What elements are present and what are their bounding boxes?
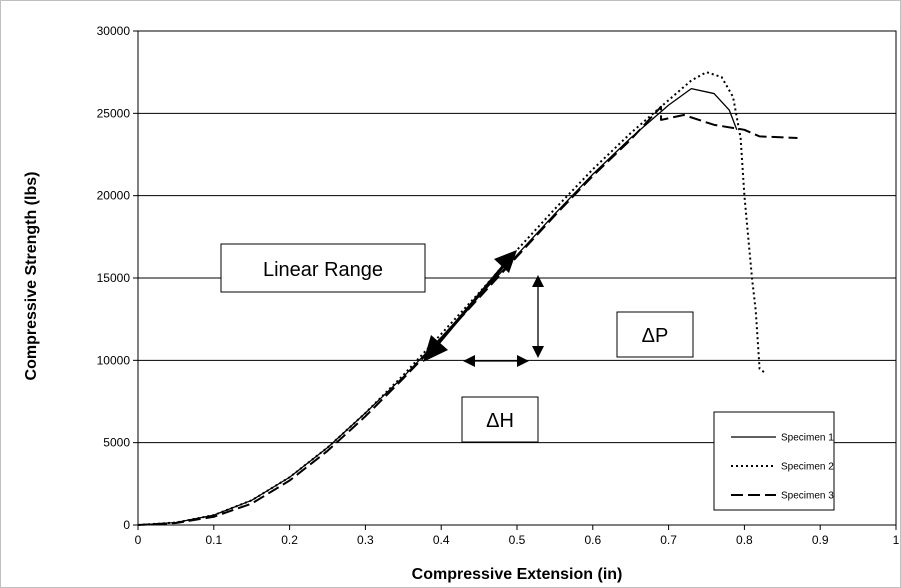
y-tick-label: 20000 [97,189,131,203]
x-tick-label: 0.4 [433,533,450,547]
delta-h-arrowhead-left [463,355,475,367]
y-tick-label: 5000 [103,436,130,450]
x-tick-label: 0.7 [660,533,677,547]
delta-h-arrow [463,355,529,367]
delta-p-box: ΔP [616,311,694,358]
x-tick-label: 0.9 [812,533,829,547]
y-axis-title: Compressive Strength (lbs) [23,172,40,381]
delta-p-label: ΔP [642,325,669,347]
x-tick-label: 0 [135,533,142,547]
delta-p-arrowhead-bottom [532,346,544,358]
x-tick-label: 0.2 [281,533,298,547]
linear-range-arrowhead-high [494,250,517,273]
y-tick-label: 0 [123,518,130,532]
x-tick-label: 0.3 [357,533,374,547]
legend-frame [713,411,835,511]
x-axis-title: Compressive Extension (in) [412,566,623,583]
x-tick-label: 0.8 [736,533,753,547]
delta-h-arrowhead-right [517,355,529,367]
legend-label-2: Specimen 2 [781,462,834,473]
axis-ticks: 0 5000 10000 15000 20000 25000 30000 0 0.1 0.2 0.3… [97,24,900,547]
delta-h-box: ΔH [461,396,539,443]
linear-range-arrow [423,250,517,362]
legend-label-1: Specimen 1 [781,433,834,444]
x-tick-label: 0.6 [584,533,601,547]
y-tick-label: 25000 [97,106,131,120]
y-tick-label: 10000 [97,353,131,367]
series-line-3 [137,105,798,526]
delta-p-arrow [532,275,544,358]
x-tick-label: 0.5 [509,533,526,547]
y-tick-label: 15000 [97,271,131,285]
delta-h-label: ΔH [486,410,514,432]
linear-range-label: Linear Range [263,259,383,281]
delta-p-arrowhead-top [532,275,544,287]
x-tick-label: 1 [893,533,900,547]
linear-range-arrowhead-low [423,335,448,362]
series-line-2 [137,71,767,526]
linear-range-arrow-line [435,263,507,346]
y-tick-label: 30000 [97,24,131,38]
linear-range-box: Linear Range [220,243,426,293]
legend-label-3: Specimen 3 [781,491,834,502]
legend: Specimen 1 Specimen 2 Specimen 3 [713,411,835,511]
x-tick-label: 0.1 [205,533,222,547]
